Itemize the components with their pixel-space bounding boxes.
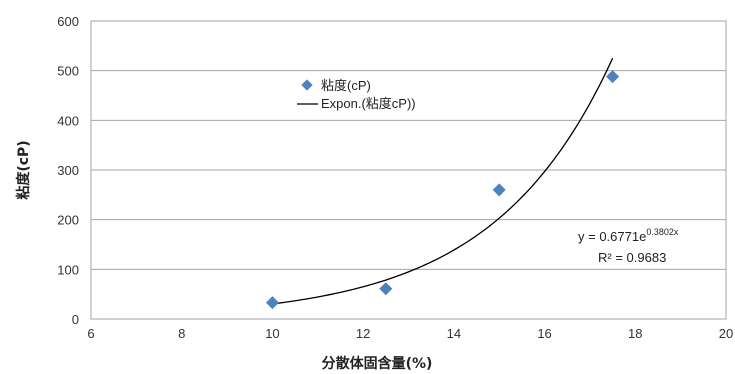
legend: 粘度(cP) Expon.(粘度cP)) <box>297 78 416 111</box>
data-points <box>265 70 620 310</box>
trendline <box>272 57 614 305</box>
x-tick-label: 8 <box>178 326 185 341</box>
data-point-3 <box>606 70 620 84</box>
equation-exponent: 0.3802x <box>646 227 679 237</box>
x-axis-label: 分散体固含量(%) <box>322 355 433 372</box>
legend-marker-diamond <box>301 79 313 91</box>
equation-text: y = 0.6771e0.3802x <box>578 227 679 244</box>
y-tick-label: 400 <box>57 113 79 128</box>
r-squared-text: R² = 0.9683 <box>598 250 666 265</box>
legend-label-trendline: Expon.(粘度cP)) <box>321 96 416 111</box>
y-axis-label: 粘度(cP) <box>15 140 32 199</box>
trend-equation: y = 0.6771e0.3802x R² = 0.9683 <box>578 227 679 265</box>
plot-area <box>90 20 727 320</box>
x-tick-label: 6 <box>87 326 94 341</box>
gridlines <box>91 20 726 320</box>
x-tick-label: 16 <box>537 326 551 341</box>
x-tick-label: 12 <box>356 326 370 341</box>
data-point-0 <box>265 296 279 310</box>
x-tick-label: 18 <box>628 326 642 341</box>
y-tick-label: 0 <box>72 312 79 327</box>
y-tick-label: 200 <box>57 213 79 228</box>
y-tick-label: 500 <box>57 64 79 79</box>
x-tick-label: 14 <box>447 326 461 341</box>
data-point-1 <box>379 282 393 296</box>
data-point-2 <box>492 183 506 197</box>
x-tick-label: 10 <box>265 326 279 341</box>
equation-base: y = 0.6771e <box>578 229 646 244</box>
y-tick-label: 100 <box>57 262 79 277</box>
y-tick-label: 300 <box>57 163 79 178</box>
y-tick-labels: 0 100 200 300 400 500 600 <box>57 14 79 327</box>
x-tick-labels: 6 8 10 12 14 16 18 20 <box>87 326 733 341</box>
x-tick-label: 20 <box>719 326 733 341</box>
legend-label-series: 粘度(cP) <box>321 78 371 93</box>
y-tick-label: 600 <box>57 14 79 29</box>
